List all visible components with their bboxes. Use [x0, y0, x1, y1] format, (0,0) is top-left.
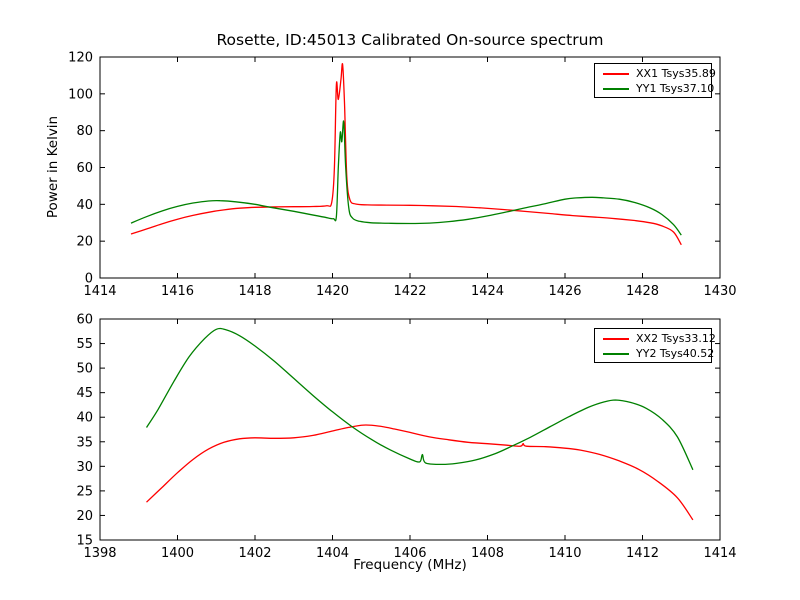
x-tick-label: 1408 — [471, 546, 504, 561]
x-tick-label: 1414 — [703, 546, 736, 561]
x-tick-label: 1420 — [316, 284, 349, 299]
y-tick-label: 20 — [76, 509, 93, 524]
x-axis-label: Frequency (MHz) — [353, 557, 467, 573]
x-tick-label: 1424 — [471, 284, 504, 299]
legend-entry: XX1 Tsys35.89 — [603, 67, 716, 80]
y-tick-label: 20 — [76, 235, 93, 250]
x-tick-label: 1414 — [83, 284, 116, 299]
x-tick-label: 1406 — [393, 546, 426, 561]
y-tick-label: 30 — [76, 460, 93, 475]
x-tick-label: 1400 — [161, 546, 194, 561]
spectrum-line-yy2 — [145, 327, 694, 471]
legend-top-plot: XX1 Tsys35.89 YY1 Tsys37.10 — [594, 63, 716, 98]
y-tick-label: 35 — [76, 435, 93, 450]
y-tick-label: 45 — [76, 386, 93, 401]
legend-label: YY2 Tsys40.52 — [636, 347, 715, 360]
y-tick-label: 60 — [76, 161, 93, 176]
x-tick-label: 1428 — [626, 284, 659, 299]
legend-label: XX1 Tsys35.89 — [636, 67, 716, 80]
legend-line-sample-yy2 — [603, 352, 629, 355]
legend-bottom-plot: XX2 Tsys33.12 YY2 Tsys40.52 — [594, 328, 716, 363]
y-tick-label: 100 — [68, 87, 93, 102]
x-tick-label: 1418 — [238, 284, 271, 299]
y-tick-label: 80 — [76, 124, 93, 139]
figure-title: Rosette, ID:45013 Calibrated On-source s… — [216, 31, 604, 49]
y-tick-label: 40 — [76, 411, 93, 426]
x-tick-label: 1404 — [316, 546, 349, 561]
x-tick-label: 1416 — [161, 284, 194, 299]
y-tick-label: 120 — [68, 51, 93, 66]
y-tick-label: 0 — [85, 272, 93, 287]
x-tick-label: 1430 — [703, 284, 736, 299]
x-tick-label: 1412 — [626, 546, 659, 561]
legend-label: YY1 Tsys37.10 — [636, 82, 715, 95]
legend-line-sample-xx2 — [603, 337, 629, 340]
legend-entry: XX2 Tsys33.12 — [603, 332, 716, 345]
spectrum-line-xx2 — [146, 424, 694, 521]
x-tick-label: 1402 — [238, 546, 271, 561]
x-tick-label: 1410 — [548, 546, 581, 561]
y-tick-label: 40 — [76, 198, 93, 213]
y-axis-label: Power in Kelvin — [45, 115, 61, 219]
spectrum-line-yy1 — [130, 120, 682, 236]
legend-line-sample-xx1 — [603, 72, 629, 75]
legend-entry: YY2 Tsys40.52 — [603, 347, 714, 360]
legend-label: XX2 Tsys33.12 — [636, 332, 716, 345]
spectrum-line-xx1 — [130, 62, 682, 246]
legend-line-sample-yy1 — [603, 87, 629, 90]
y-tick-label: 25 — [76, 484, 93, 499]
x-tick-label: 1398 — [83, 546, 116, 561]
legend-entry: YY1 Tsys37.10 — [603, 82, 714, 95]
y-tick-label: 15 — [76, 534, 93, 549]
y-tick-label: 50 — [76, 362, 93, 377]
x-tick-label: 1422 — [393, 284, 426, 299]
x-tick-label: 1426 — [548, 284, 581, 299]
y-tick-label: 60 — [76, 313, 93, 328]
y-tick-label: 55 — [76, 337, 93, 352]
